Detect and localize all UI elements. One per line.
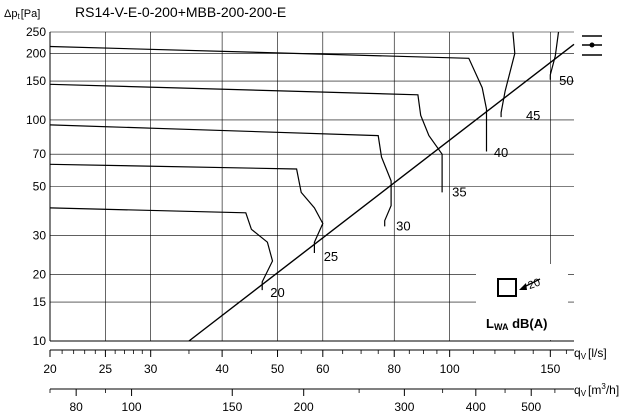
- x-primary-tick-label: 30: [144, 362, 158, 376]
- y-tick-label: 150: [26, 74, 46, 88]
- curve-label-layer: 20 25 30 35 40 45 50: [270, 73, 573, 300]
- curve-label: 25: [324, 249, 338, 264]
- x-secondary-tick-label: 500: [521, 400, 541, 412]
- y-tick-label: 250: [26, 25, 46, 39]
- curve-label: 45: [526, 108, 540, 123]
- curve-label: 40: [494, 145, 508, 160]
- y-tick-label: 30: [33, 229, 47, 243]
- x-primary-tick-label: 80: [388, 362, 402, 376]
- x-primary-tick-label: 20: [43, 362, 57, 376]
- x-secondary-tick-label: 300: [394, 400, 414, 412]
- x-secondary-tick-label: 100: [122, 400, 142, 412]
- pressure-curve: [49, 124, 392, 227]
- pressure-curve: [49, 207, 274, 291]
- x-primary-label-unit: [l/s]: [588, 346, 607, 360]
- curve-label: 50: [559, 73, 573, 88]
- x-axis-primary-layer: 20 25 30 40 50 60 80 100 150: [43, 349, 574, 376]
- x-secondary-tick-label: 200: [294, 400, 314, 412]
- x-primary-tick-label: 25: [99, 362, 113, 376]
- pressure-curve: [549, 31, 560, 80]
- legend-arrow-head: [519, 283, 527, 290]
- x-primary-tick-label: 60: [316, 362, 330, 376]
- y-tick-label: 50: [33, 180, 47, 194]
- curve-label: 20: [270, 285, 284, 300]
- x-secondary-label-unit: [m: [588, 383, 601, 397]
- x-secondary-tick-label: 400: [466, 400, 486, 412]
- y-tick-label: 70: [33, 147, 47, 161]
- legend-label-tail: dB(A): [508, 316, 547, 331]
- y-axis-label-sub: t: [17, 12, 20, 21]
- x-secondary-label-sub: V: [581, 389, 587, 398]
- curve-label: 35: [452, 184, 466, 199]
- y-tick-label: 20: [33, 267, 47, 281]
- system-line: [188, 43, 575, 342]
- y-axis-label: Δpt[Pa]: [4, 8, 40, 21]
- x-secondary-label-unit-sup: 3: [601, 382, 606, 391]
- x-primary-tick-label: 40: [215, 362, 229, 376]
- legend-label-main: L: [486, 316, 494, 331]
- y-tick-label-layer: 10 15 20 30 50 70 100 150 200 250: [26, 25, 46, 348]
- pressure-curve: [49, 163, 324, 253]
- legend-label: LWA dB(A): [486, 316, 547, 332]
- x-primary-label-sub: V: [581, 352, 587, 361]
- pressure-curve: [49, 45, 488, 152]
- chart-legend: 20 LWA dB(A): [476, 264, 568, 340]
- x-primary-tick-label: 150: [540, 362, 560, 376]
- curve-layer: [49, 31, 575, 342]
- y-tick-label: 15: [33, 295, 47, 309]
- x-secondary-label-symbol: q: [574, 383, 581, 397]
- legend-label-sub: WA: [494, 322, 509, 332]
- y-axis-label-symbol: Δp: [4, 8, 17, 20]
- y-tick-label: 10: [33, 334, 47, 348]
- chart-title: RS14-V-E-0-200+MBB-200-200-E: [75, 4, 286, 20]
- toggle-dot: [589, 42, 595, 48]
- x-axis-primary-label: qV [l/s]: [574, 346, 607, 361]
- collapse-toggle[interactable]: [582, 35, 602, 56]
- x-secondary-tick-label: 80: [69, 400, 83, 412]
- x-secondary-label-unit-end: /h]: [606, 383, 619, 397]
- y-axis-label-unit: [Pa]: [21, 8, 41, 20]
- x-primary-label-symbol: q: [574, 346, 581, 360]
- pressure-curve: [500, 31, 516, 118]
- y-tick-label: 100: [26, 113, 46, 127]
- x-axis-secondary-layer: 80 100 150 200 300 400 500: [49, 388, 574, 414]
- x-secondary-tick-label: 150: [222, 400, 242, 412]
- curve-label: 30: [396, 218, 410, 233]
- pressure-curve: [49, 83, 443, 193]
- x-primary-tick-label: 50: [271, 362, 285, 376]
- x-axis-secondary-label: qV [m3/h]: [574, 382, 619, 398]
- y-tick-label: 200: [26, 46, 46, 60]
- legend-background: [476, 264, 568, 340]
- legend-symbol-square: [497, 278, 517, 297]
- x-primary-tick-label: 100: [440, 362, 460, 376]
